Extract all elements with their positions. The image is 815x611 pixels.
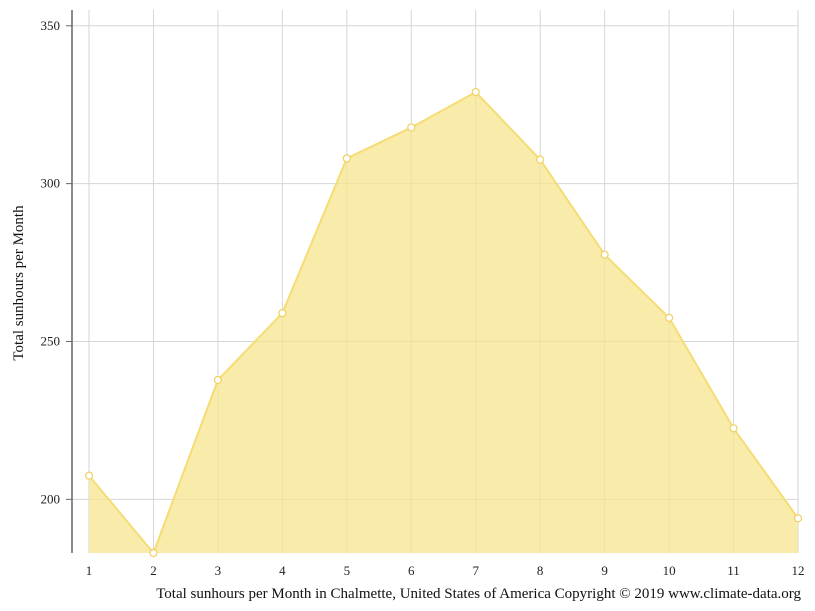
data-point-12[interactable] (793, 514, 803, 523)
x-tick-label-2: 2 (150, 563, 157, 578)
data-point-9[interactable] (600, 250, 609, 259)
y-tick-label-200: 200 (41, 491, 61, 506)
x-tick-label-5: 5 (344, 563, 351, 578)
data-point-7[interactable] (471, 87, 480, 97)
series-line (88, 90, 799, 555)
data-point-6[interactable] (407, 123, 416, 132)
y-tick-label-350: 350 (41, 18, 61, 33)
chart-caption: Total sunhours per Month in Chalmette, U… (156, 586, 801, 602)
y-axis-title: Total sunhours per Month (11, 205, 27, 361)
data-point-3[interactable] (213, 375, 223, 385)
x-tick-label-4: 4 (279, 563, 286, 578)
series-points (84, 87, 803, 558)
area-fill (89, 92, 798, 554)
x-tick-label-7: 7 (472, 563, 479, 578)
x-tick-label-11: 11 (727, 563, 740, 578)
data-point-2[interactable] (149, 548, 158, 558)
data-point-10[interactable] (664, 313, 674, 322)
data-point-4[interactable] (278, 308, 287, 318)
y-tick-label-250: 250 (41, 333, 61, 348)
data-point-11[interactable] (729, 424, 738, 433)
series-area (88, 90, 799, 555)
data-point-5[interactable] (342, 154, 351, 163)
x-tick-label-8: 8 (537, 563, 544, 578)
axes (66, 10, 73, 553)
x-tick-label-12: 12 (792, 563, 805, 578)
x-tick-label-10: 10 (663, 563, 676, 578)
x-tick-label-6: 6 (408, 563, 415, 578)
x-tick-label-1: 1 (86, 563, 93, 578)
x-tick-label-9: 9 (601, 563, 608, 578)
x-tick-label-3: 3 (215, 563, 222, 578)
data-point-1[interactable] (84, 471, 94, 480)
y-tick-label-300: 300 (41, 176, 61, 191)
data-point-8[interactable] (536, 155, 545, 164)
